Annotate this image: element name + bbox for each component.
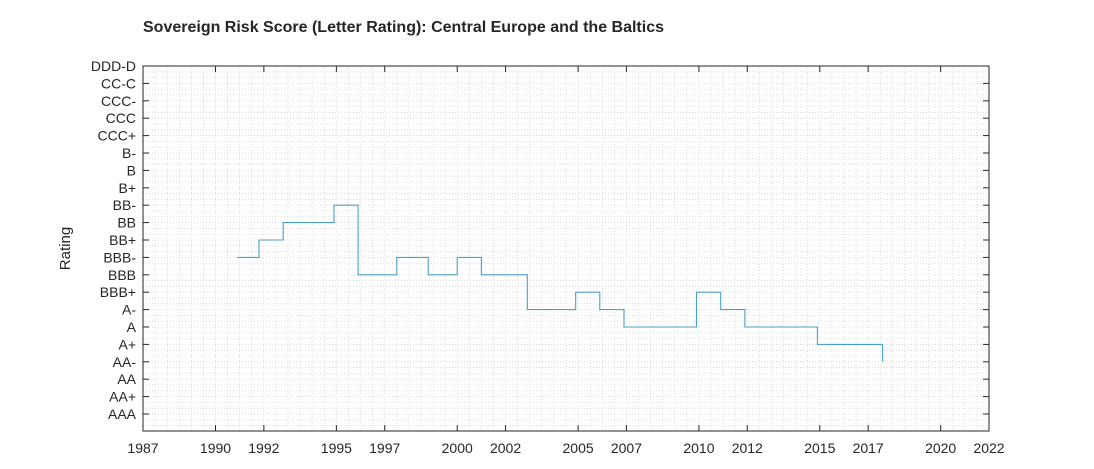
x-tick-label: 1995 <box>321 440 352 456</box>
x-tick-label: 2000 <box>442 440 473 456</box>
y-tick-label: BB+ <box>109 232 136 248</box>
x-tick-label: 2005 <box>563 440 594 456</box>
y-tick-label: A+ <box>118 336 136 352</box>
x-tick-label: 2010 <box>683 440 714 456</box>
series-line <box>237 204 884 362</box>
chart-title: Sovereign Risk Score (Letter Rating): Ce… <box>143 19 664 36</box>
y-tick-label: BBB- <box>103 249 136 265</box>
y-tick-label: B+ <box>118 180 136 196</box>
y-tick-label: BBB <box>108 267 136 283</box>
y-tick-label: CCC- <box>101 93 136 109</box>
x-tick-label: 1997 <box>369 440 400 456</box>
x-tick-label: 2022 <box>973 440 1004 456</box>
x-tick-label: 1992 <box>248 440 279 456</box>
y-tick-label: CCC+ <box>97 128 136 144</box>
y-tick-label: CC-C <box>101 75 136 91</box>
y-tick-label: A <box>127 319 137 335</box>
grid <box>142 65 990 431</box>
x-tick-label: 2007 <box>611 440 642 456</box>
y-axis-label: Rating <box>57 227 74 270</box>
y-tick-label: AA+ <box>109 389 136 405</box>
y-tick-label: AAA <box>108 406 137 422</box>
ticks <box>142 65 990 431</box>
series <box>237 204 884 362</box>
y-tick-label: BB <box>117 215 136 231</box>
x-tick-label: 2002 <box>490 440 521 456</box>
x-tick-label: 1987 <box>127 440 158 456</box>
y-tick-label: B <box>127 162 136 178</box>
y-tick-label: BBB+ <box>100 284 136 300</box>
plot-frame <box>142 65 990 432</box>
x-tick-label: 2015 <box>804 440 835 456</box>
x-tick-label: 2020 <box>925 440 956 456</box>
y-tick-label: CCC <box>106 110 136 126</box>
y-tick-label: A- <box>122 302 136 318</box>
y-tick-label: AA <box>117 371 136 387</box>
y-tick-label: B- <box>122 145 136 161</box>
y-tick-label: BB- <box>113 197 137 213</box>
y-tick-label: AA- <box>113 354 137 370</box>
x-tick-label: 1990 <box>200 440 231 456</box>
tick-labels: 1987 1990 1992 1995 1997 2000 2002 2005 2007 2010… <box>91 58 1005 456</box>
x-tick-label: 2017 <box>853 440 884 456</box>
y-tick-label: DDD-D <box>91 58 136 74</box>
x-tick-label: 2012 <box>732 440 763 456</box>
